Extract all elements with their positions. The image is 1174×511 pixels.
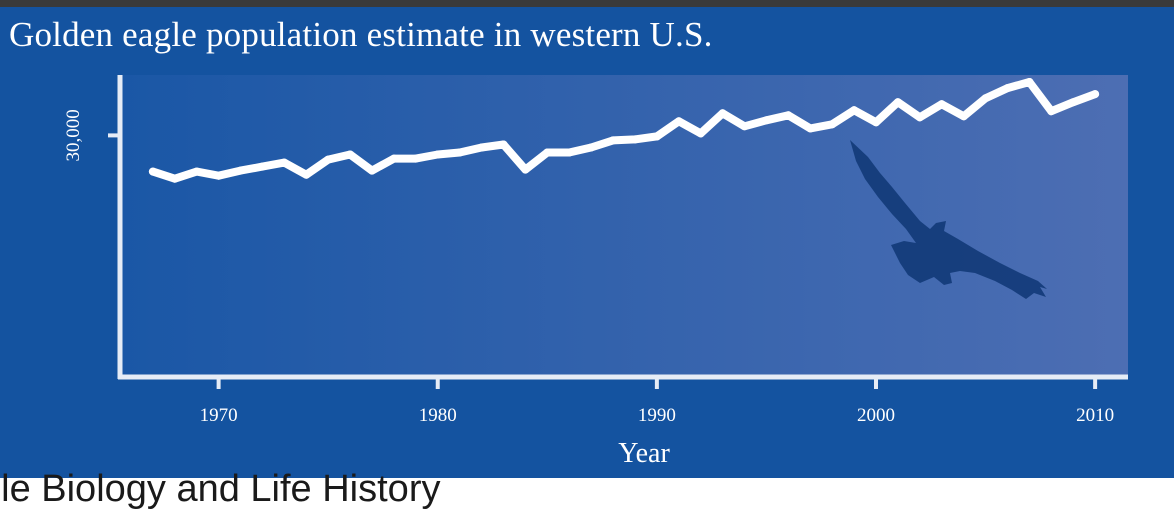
window-top-bar bbox=[0, 0, 1174, 7]
data-point bbox=[762, 116, 771, 125]
data-point bbox=[784, 111, 793, 120]
data-point bbox=[389, 154, 398, 163]
data-point bbox=[937, 100, 946, 109]
x-tick-label: 2010 bbox=[1076, 405, 1114, 426]
data-point bbox=[280, 158, 289, 167]
data-point bbox=[368, 166, 376, 175]
data-point bbox=[1025, 78, 1034, 86]
data-point bbox=[652, 132, 661, 141]
data-point bbox=[915, 113, 924, 122]
data-point bbox=[850, 106, 859, 115]
data-point bbox=[806, 124, 815, 133]
chart-title: Golden eagle population estimate in west… bbox=[9, 15, 713, 54]
plot-background bbox=[120, 75, 1128, 377]
series-line-0 bbox=[148, 78, 1100, 183]
data-point bbox=[433, 150, 442, 159]
data-point bbox=[587, 143, 596, 152]
data-point bbox=[718, 109, 727, 118]
data-point bbox=[455, 148, 464, 157]
data-point bbox=[1047, 107, 1056, 116]
data-point bbox=[499, 140, 508, 149]
chart-slide: 1970 1980 1990 2000 2010 30,000 Year Golden e… bbox=[0, 7, 1174, 478]
data-point bbox=[346, 150, 355, 159]
data-point bbox=[258, 162, 267, 171]
data-point bbox=[828, 120, 837, 129]
data-point bbox=[302, 170, 311, 179]
data-point bbox=[565, 148, 574, 157]
data-point bbox=[981, 94, 990, 103]
series-layer bbox=[148, 78, 1100, 183]
data-point bbox=[740, 122, 749, 131]
data-point bbox=[214, 171, 223, 180]
data-point bbox=[872, 118, 880, 127]
data-point bbox=[521, 165, 530, 174]
data-point bbox=[1069, 98, 1078, 107]
data-point bbox=[631, 135, 639, 144]
data-point bbox=[893, 98, 902, 107]
data-point bbox=[236, 166, 245, 175]
data-point bbox=[192, 167, 201, 176]
data-point bbox=[411, 154, 420, 163]
eagle-silhouette-icon bbox=[850, 140, 1047, 299]
data-point bbox=[148, 167, 157, 176]
data-point bbox=[696, 129, 705, 138]
x-tick-label: 1990 bbox=[638, 405, 676, 426]
data-point bbox=[1003, 84, 1012, 93]
x-tick-label: 1980 bbox=[419, 405, 457, 426]
y-tick-label: 30,000 bbox=[63, 109, 84, 161]
data-point bbox=[959, 112, 968, 121]
data-point bbox=[674, 117, 683, 126]
x-axis-label: Year bbox=[618, 438, 670, 469]
x-tick-label: 1970 bbox=[200, 405, 238, 426]
x-tick-label: 2000 bbox=[857, 405, 895, 426]
axes-layer: 1970 1980 1990 2000 2010 30,000 bbox=[63, 75, 1128, 426]
slide-caption: gle Biology and Life History bbox=[0, 468, 441, 510]
data-point bbox=[1091, 90, 1100, 99]
data-point bbox=[170, 174, 179, 183]
population-line-chart: 1970 1980 1990 2000 2010 30,000 Year bbox=[63, 75, 1128, 469]
data-point bbox=[543, 148, 552, 157]
data-point bbox=[324, 155, 333, 164]
data-point bbox=[609, 136, 617, 145]
data-point bbox=[477, 143, 486, 152]
